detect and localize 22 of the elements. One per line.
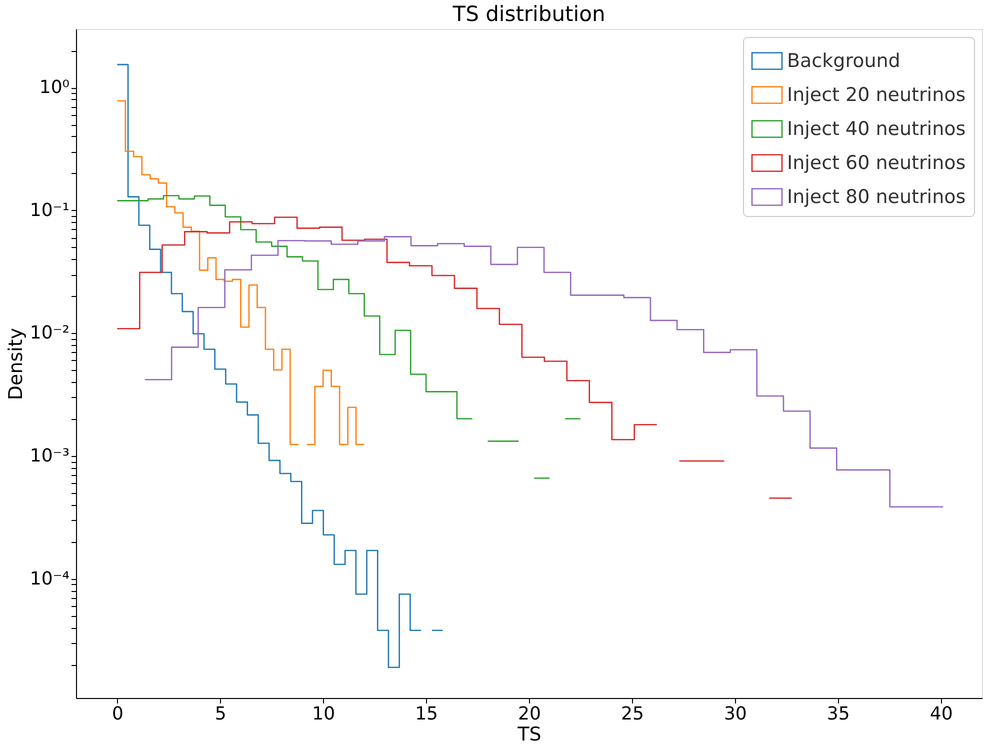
- y-tick-label: 10⁻¹: [30, 200, 70, 221]
- x-tick-label: 25: [621, 704, 644, 724]
- legend-label: Background: [787, 50, 900, 72]
- x-tick-label: 10: [312, 704, 336, 724]
- y-tick-label: 10⁻⁴: [30, 568, 70, 590]
- legend-label: Inject 20 neutrinos: [787, 84, 966, 106]
- y-tick-label: 10⁻³: [30, 446, 70, 466]
- x-tick-label: 40: [930, 704, 953, 724]
- x-tick-label: 0: [112, 704, 124, 724]
- x-tick-label: 5: [214, 704, 226, 724]
- legend-label: Inject 80 neutrinos: [787, 186, 966, 208]
- chart-title: TS distribution: [452, 2, 606, 26]
- legend-label: Inject 40 neutrinos: [787, 118, 966, 140]
- x-tick-label: 20: [518, 704, 541, 724]
- y-axis-title: Density: [4, 328, 27, 400]
- y-tick-label: 10⁻²: [30, 322, 70, 344]
- x-tick-label: 15: [415, 704, 438, 724]
- x-tick-label: 30: [724, 704, 747, 724]
- x-axis-title: TS: [516, 724, 542, 746]
- x-tick-label: 35: [826, 704, 850, 724]
- y-tick-label: 10⁰: [39, 77, 70, 98]
- legend-label: Inject 60 neutrinos: [787, 152, 966, 174]
